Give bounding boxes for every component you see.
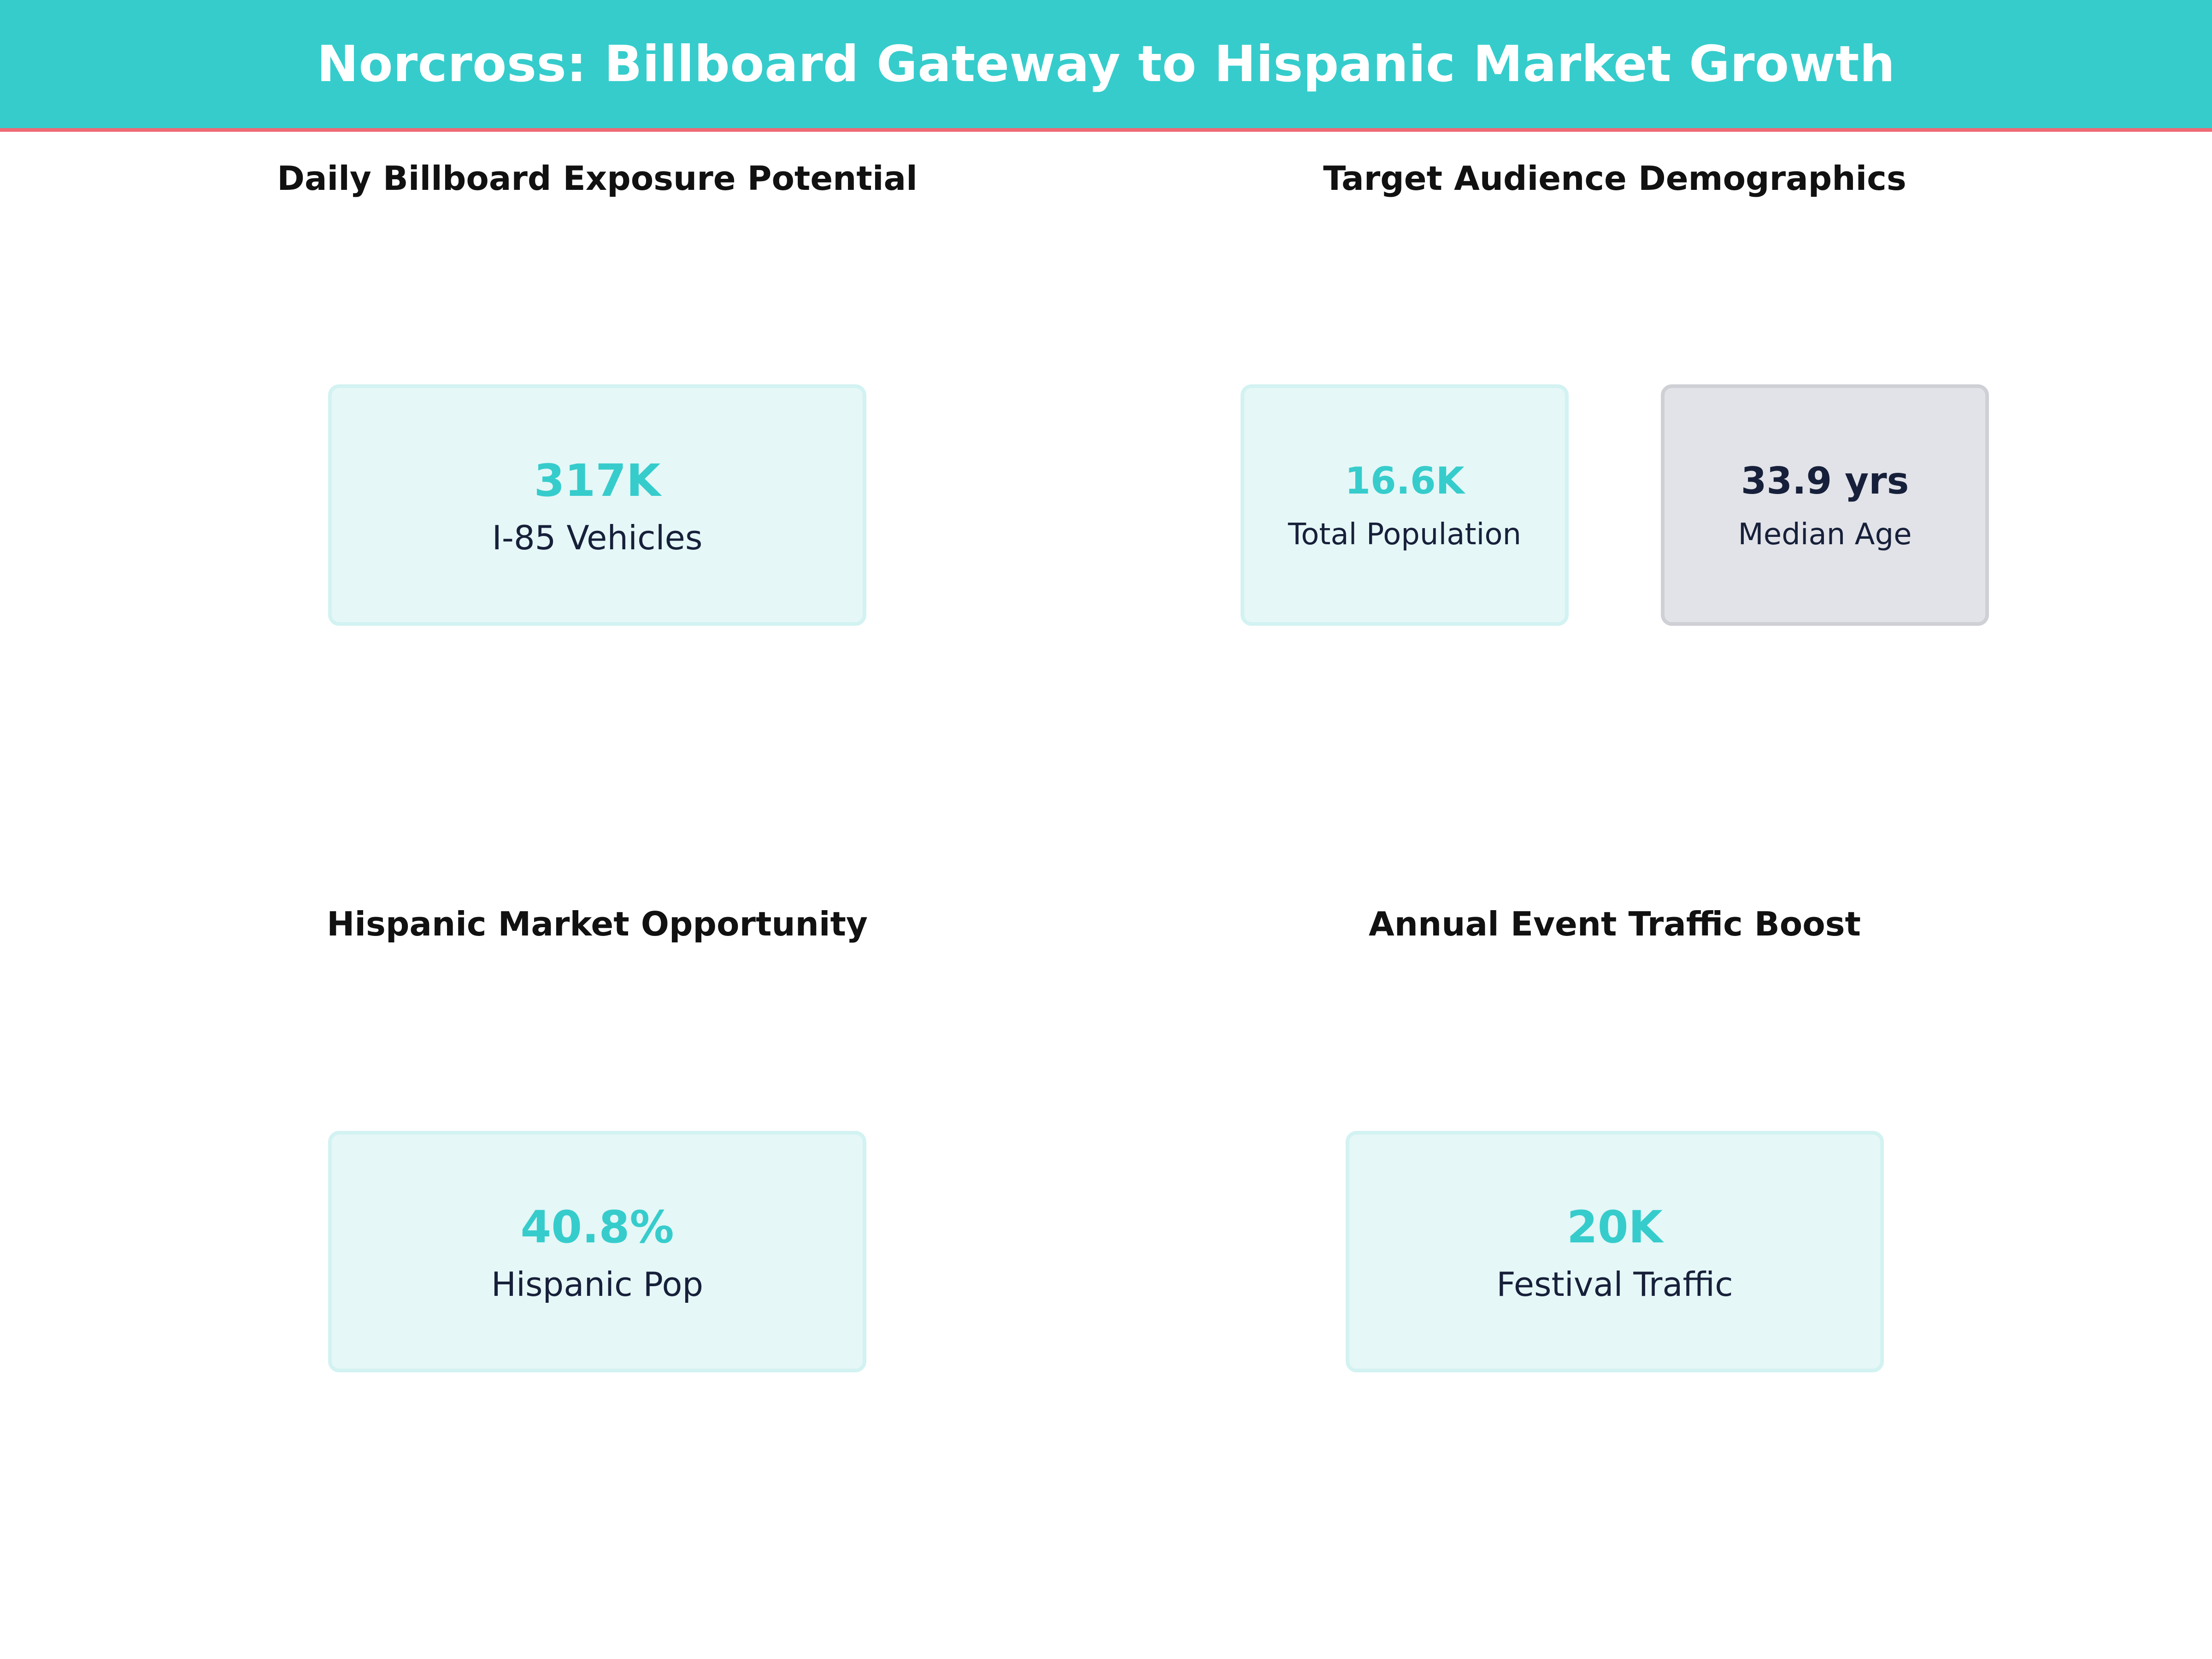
kpi-value-hispanic-pop: 40.8% bbox=[520, 1201, 674, 1253]
kpi-label-median-age: Median Age bbox=[1738, 518, 1912, 552]
kpi-card-hispanic-pop: 40.8% Hispanic Pop bbox=[328, 1131, 866, 1372]
kpi-value-median-age: 33.9 yrs bbox=[1741, 459, 1909, 502]
panel-title-demographics: Target Audience Demographics bbox=[1323, 159, 1906, 198]
kpi-value-i85-vehicles: 317K bbox=[534, 455, 661, 506]
panel-title-exposure: Daily Billboard Exposure Potential bbox=[277, 159, 918, 198]
kpi-label-i85-vehicles: I-85 Vehicles bbox=[492, 518, 703, 557]
kpi-value-total-population: 16.6K bbox=[1345, 459, 1465, 502]
page-title: Norcross: Billboard Gateway to Hispanic … bbox=[317, 35, 1895, 93]
header-banner: Norcross: Billboard Gateway to Hispanic … bbox=[0, 0, 2212, 128]
kpi-card-i85-vehicles: 317K I-85 Vehicles bbox=[328, 384, 866, 626]
kpi-label-total-population: Total Population bbox=[1288, 518, 1522, 552]
header-divider bbox=[0, 128, 2212, 132]
kpi-value-festival-traffic: 20K bbox=[1567, 1201, 1663, 1253]
kpi-label-festival-traffic: Festival Traffic bbox=[1496, 1265, 1733, 1304]
kpi-card-festival-traffic: 20K Festival Traffic bbox=[1346, 1131, 1884, 1372]
kpi-label-hispanic-pop: Hispanic Pop bbox=[491, 1265, 704, 1304]
kpi-card-total-population: 16.6K Total Population bbox=[1241, 384, 1569, 626]
kpi-card-median-age: 33.9 yrs Median Age bbox=[1661, 384, 1989, 626]
panel-title-event-traffic: Annual Event Traffic Boost bbox=[1369, 905, 1861, 943]
panel-title-hispanic-market: Hispanic Market Opportunity bbox=[327, 905, 868, 943]
